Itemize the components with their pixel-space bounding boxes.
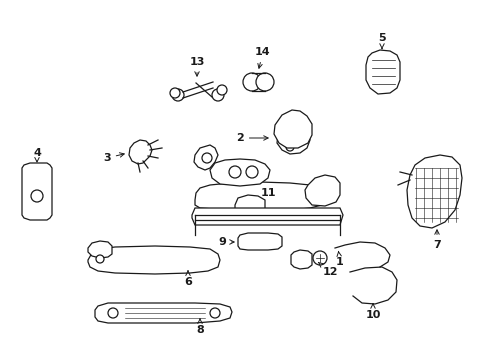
Polygon shape [22, 163, 52, 220]
Circle shape [312, 251, 326, 265]
Text: 3: 3 [103, 153, 124, 163]
Text: 9: 9 [218, 237, 234, 247]
Circle shape [296, 139, 303, 145]
Circle shape [243, 73, 261, 91]
Circle shape [96, 255, 104, 263]
Text: 4: 4 [33, 148, 41, 162]
Text: 12: 12 [318, 262, 337, 277]
Polygon shape [88, 241, 112, 258]
Circle shape [228, 166, 241, 178]
Text: 7: 7 [432, 230, 440, 250]
Text: 14: 14 [255, 47, 270, 68]
Text: 1: 1 [335, 251, 343, 267]
Text: 2: 2 [236, 133, 267, 143]
Polygon shape [273, 110, 311, 148]
Text: 6: 6 [183, 271, 192, 287]
Circle shape [202, 153, 212, 163]
Text: 10: 10 [365, 304, 380, 320]
Text: 5: 5 [377, 33, 385, 49]
Circle shape [209, 308, 220, 318]
Circle shape [108, 308, 118, 318]
Circle shape [287, 132, 295, 140]
Circle shape [217, 85, 226, 95]
Circle shape [170, 88, 180, 98]
Polygon shape [406, 155, 461, 228]
Circle shape [285, 143, 293, 151]
Polygon shape [192, 208, 342, 225]
Circle shape [256, 73, 273, 91]
Text: 8: 8 [196, 319, 203, 335]
Polygon shape [195, 182, 325, 211]
Circle shape [172, 89, 183, 101]
Text: 11: 11 [260, 188, 275, 198]
Polygon shape [365, 50, 399, 94]
Polygon shape [209, 159, 269, 186]
Polygon shape [305, 175, 339, 206]
Polygon shape [95, 303, 231, 323]
Polygon shape [194, 145, 218, 170]
Circle shape [245, 166, 258, 178]
Polygon shape [235, 195, 264, 216]
Circle shape [212, 89, 224, 101]
Polygon shape [129, 140, 152, 164]
Polygon shape [88, 246, 220, 274]
Text: 13: 13 [189, 57, 204, 76]
Polygon shape [276, 125, 309, 154]
Polygon shape [290, 250, 311, 269]
Circle shape [31, 190, 43, 202]
Polygon shape [238, 233, 282, 250]
